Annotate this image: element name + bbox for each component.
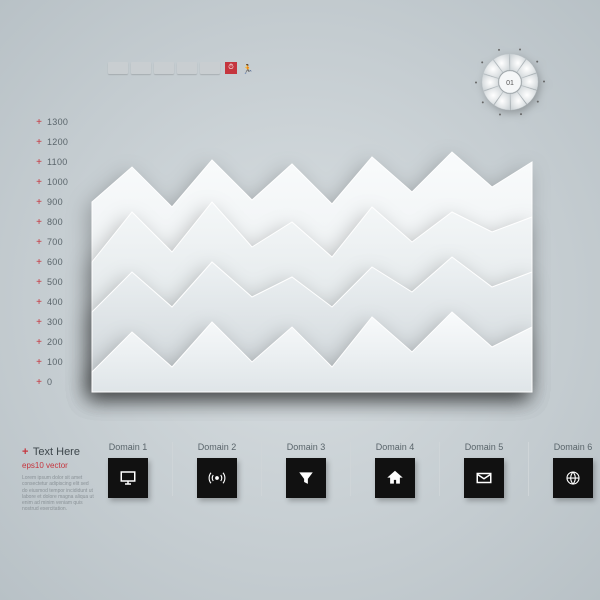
top-tab bbox=[200, 62, 220, 74]
top-tab bbox=[177, 62, 197, 74]
domain-divider bbox=[439, 442, 440, 496]
top-tab bbox=[131, 62, 151, 74]
home-icon bbox=[375, 458, 415, 498]
ytick-plus: + bbox=[34, 217, 44, 228]
clock-badge: ⏱ bbox=[225, 62, 237, 74]
globe-icon bbox=[553, 458, 593, 498]
ytick-plus: + bbox=[34, 157, 44, 168]
dial-dot bbox=[475, 82, 477, 84]
runner-icon: 🏃 bbox=[242, 64, 252, 74]
paper-area-chart bbox=[92, 112, 532, 392]
dial-dot bbox=[543, 80, 545, 82]
footer-subtitle: eps10 vector bbox=[22, 461, 94, 470]
domain-divider bbox=[261, 442, 262, 496]
top-tab bbox=[154, 62, 174, 74]
ytick-value: 200 bbox=[47, 337, 63, 347]
ytick-value: 400 bbox=[47, 297, 63, 307]
dial-dot bbox=[481, 61, 483, 63]
domain-label: Domain 2 bbox=[198, 442, 237, 452]
ytick-plus: + bbox=[34, 337, 44, 348]
domain-label: Domain 1 bbox=[109, 442, 148, 452]
ytick-value: 600 bbox=[47, 257, 63, 267]
dial-center-label: 01 bbox=[506, 80, 514, 87]
filter-icon bbox=[286, 458, 326, 498]
dial-dot bbox=[537, 101, 539, 103]
ytick-plus: + bbox=[34, 317, 44, 328]
broadcast-icon bbox=[197, 458, 237, 498]
y-axis: +1300+1200+1100+1000+900+800+700+600+500… bbox=[34, 112, 68, 392]
ytick-value: 100 bbox=[47, 357, 63, 367]
ytick-value: 900 bbox=[47, 197, 63, 207]
domain-divider bbox=[172, 442, 173, 496]
ytick-value: 800 bbox=[47, 217, 63, 227]
monitor-icon bbox=[108, 458, 148, 498]
ytick-plus: + bbox=[34, 277, 44, 288]
ytick-plus: + bbox=[34, 357, 44, 368]
mail-icon bbox=[464, 458, 504, 498]
ytick-value: 1100 bbox=[47, 157, 68, 167]
top-tab bbox=[108, 62, 128, 74]
domain-label: Domain 5 bbox=[465, 442, 504, 452]
domain-divider bbox=[528, 442, 529, 496]
ytick-plus: + bbox=[34, 177, 44, 188]
ytick-plus: + bbox=[34, 197, 44, 208]
plus-icon: + bbox=[22, 446, 28, 458]
domain-label: Domain 4 bbox=[376, 442, 415, 452]
ytick-value: 300 bbox=[47, 317, 63, 327]
radial-dial: 01 bbox=[470, 42, 550, 122]
ytick-plus: + bbox=[34, 117, 44, 128]
ytick-value: 1000 bbox=[47, 177, 68, 187]
ytick-plus: + bbox=[34, 297, 44, 308]
domain-row: Domain 1 Domain 2 Domain 3 Domain 4 Domain 5… bbox=[108, 442, 593, 498]
ytick-plus: + bbox=[34, 137, 44, 148]
top-tab-strip: ⏱ 🏃 bbox=[108, 62, 252, 74]
dial-dot bbox=[536, 61, 538, 63]
footer-text-block: + Text Here eps10 vector Lorem ipsum dol… bbox=[22, 442, 94, 513]
dial-dot bbox=[519, 49, 521, 51]
ytick-value: 1200 bbox=[47, 137, 68, 147]
ytick-plus: + bbox=[34, 237, 44, 248]
ytick-plus: + bbox=[34, 377, 44, 388]
domain-label: Domain 6 bbox=[554, 442, 593, 452]
footer-body: Lorem ipsum dolor sit amet consectetur a… bbox=[22, 475, 94, 513]
dial-dot bbox=[498, 49, 500, 51]
ytick-value: 1300 bbox=[47, 117, 68, 127]
ytick-value: 0 bbox=[47, 377, 52, 387]
ytick-value: 700 bbox=[47, 237, 63, 247]
ytick-value: 500 bbox=[47, 277, 63, 287]
dial-dot bbox=[482, 101, 484, 103]
domain-label: Domain 3 bbox=[287, 442, 326, 452]
ytick-plus: + bbox=[34, 257, 44, 268]
domain-divider bbox=[350, 442, 351, 496]
footer-title: Text Here bbox=[33, 446, 80, 458]
